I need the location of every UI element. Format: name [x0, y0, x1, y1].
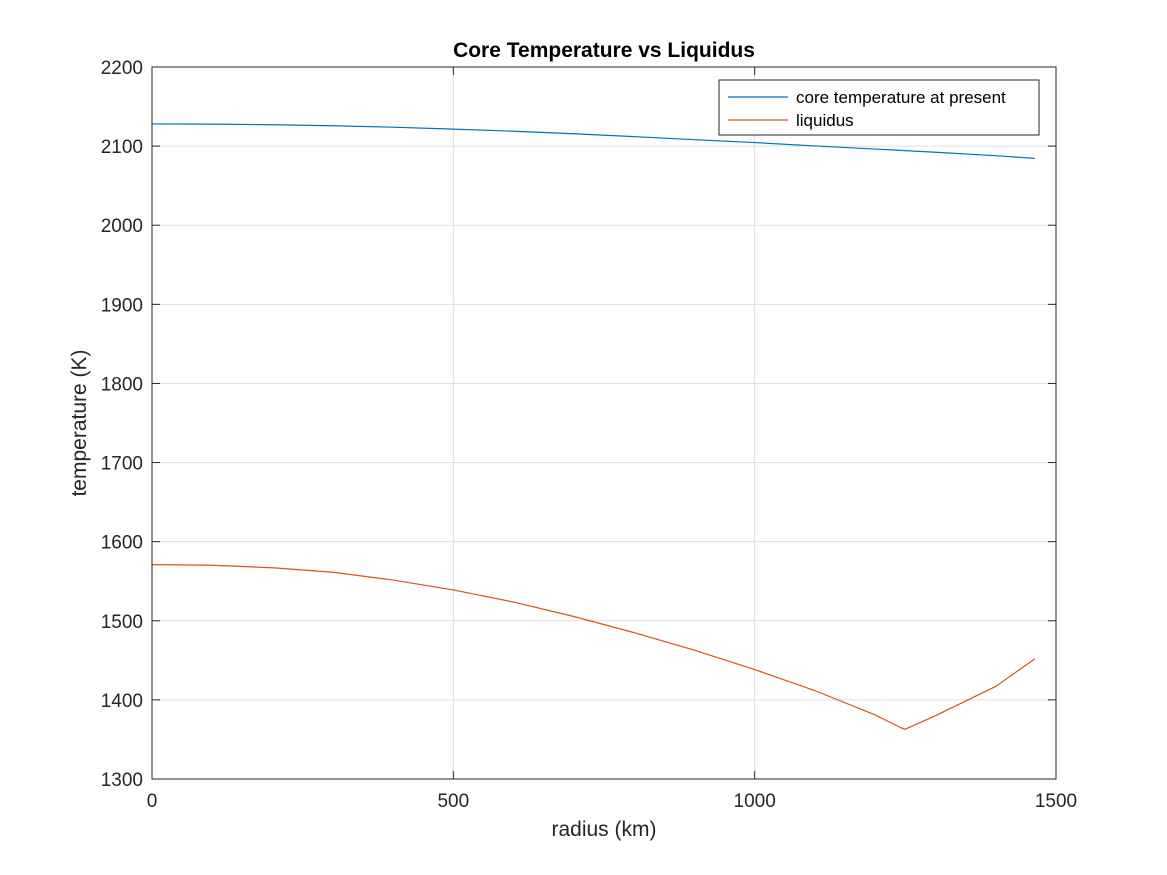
series-line-2	[151, 564, 1036, 730]
y-tick-label: 2200	[101, 58, 143, 79]
x-tick-label: 0	[147, 791, 158, 812]
tick-labels: 0 500 1000 1500 1300 1400 1500 1600 1700 1800 1900…	[101, 58, 1077, 812]
y-tick-label: 1600	[101, 533, 143, 554]
legend-entry-label: core temperature at present	[796, 88, 1006, 107]
chart-title: Core Temperature vs Liquidus	[453, 39, 755, 62]
grid-lines	[151, 66, 1057, 780]
series-line-1	[151, 123, 1035, 159]
plot-area	[152, 67, 1056, 779]
x-tick-label: 500	[437, 791, 469, 812]
series-layer	[151, 123, 1036, 730]
y-tick-label: 1800	[101, 374, 143, 395]
y-axis-label: temperature (K)	[68, 349, 91, 496]
y-tick-label: 2100	[101, 137, 143, 158]
legend-entry-label: liquidus	[796, 111, 854, 130]
legend-box	[718, 79, 1040, 136]
axes-box	[151, 66, 1057, 780]
y-tick-label: 1400	[101, 691, 143, 712]
axes-frame	[151, 66, 1057, 780]
y-tick-label: 2000	[101, 216, 143, 237]
y-tick-label: 1300	[101, 770, 143, 791]
x-axis-label: radius (km)	[551, 818, 656, 841]
y-tick-label: 1500	[101, 612, 143, 633]
y-tick-label: 1900	[101, 295, 143, 316]
x-tick-label: 1000	[734, 791, 776, 812]
legend: core temperature at present liquidus	[718, 79, 1040, 136]
x-tick-label: 1500	[1035, 791, 1077, 812]
y-tick-label: 1700	[101, 454, 143, 475]
